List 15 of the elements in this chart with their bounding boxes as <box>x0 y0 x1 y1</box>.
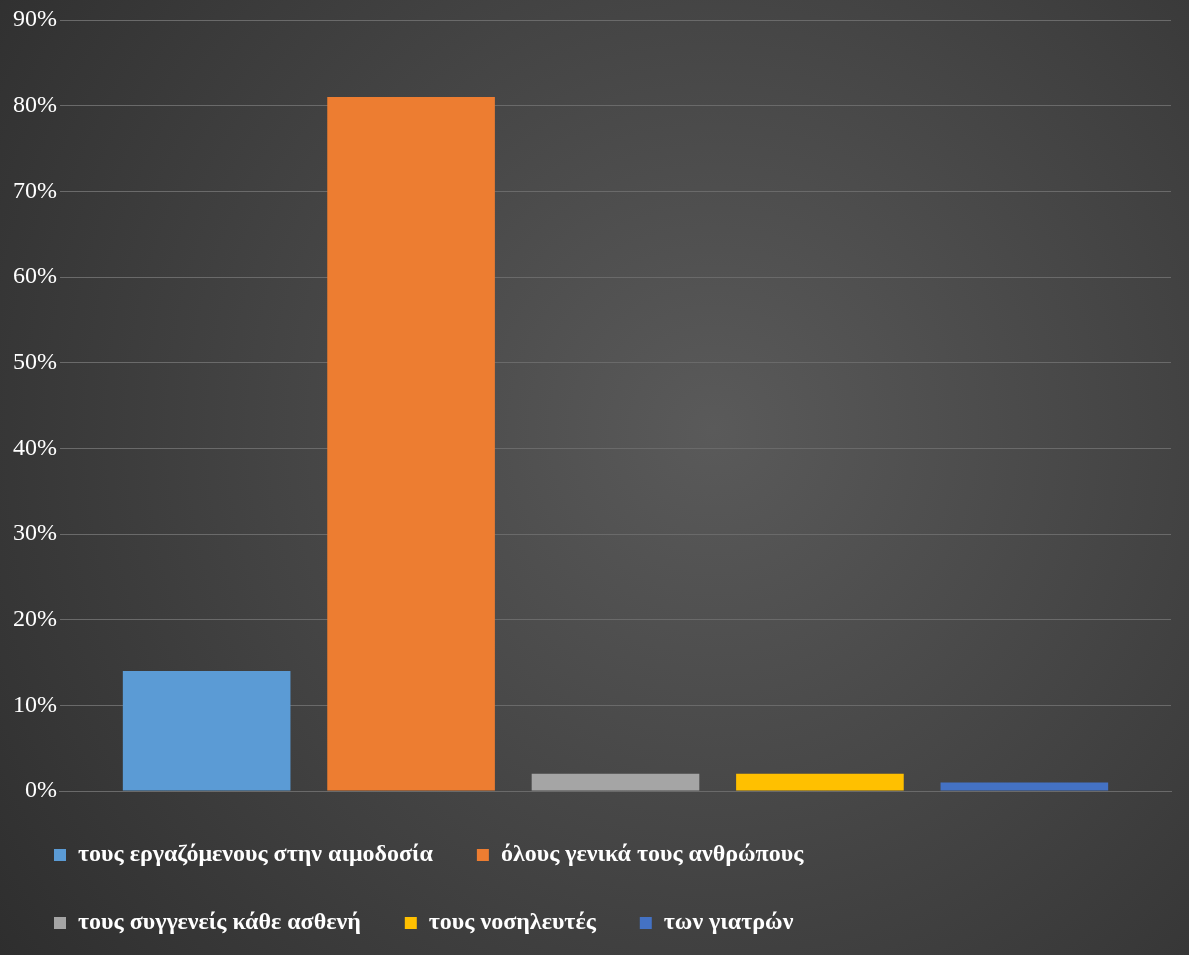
y-tick-label: 90% <box>12 5 57 32</box>
y-tick-label: 0% <box>24 776 57 803</box>
y-tick-label: 70% <box>12 176 57 203</box>
y-tick-label: 30% <box>12 519 57 546</box>
y-tick-label: 10% <box>12 690 57 717</box>
legend-label: τους συγγενείς κάθε ασθενή <box>78 908 361 935</box>
legend-label: τους εργαζόμενους στην αιμοδοσία <box>78 840 434 867</box>
y-tick-label: 80% <box>12 90 57 117</box>
y-tick-label: 20% <box>12 604 57 631</box>
y-tick-label: 40% <box>12 433 57 460</box>
legend-label: τους νοσηλευτές <box>428 908 597 935</box>
legend-label: των γιατρών <box>663 908 794 935</box>
y-tick-label: 60% <box>12 262 57 289</box>
legend-label: όλους γενικά τους ανθρώπους <box>500 840 805 867</box>
y-tick-label: 50% <box>12 347 57 374</box>
